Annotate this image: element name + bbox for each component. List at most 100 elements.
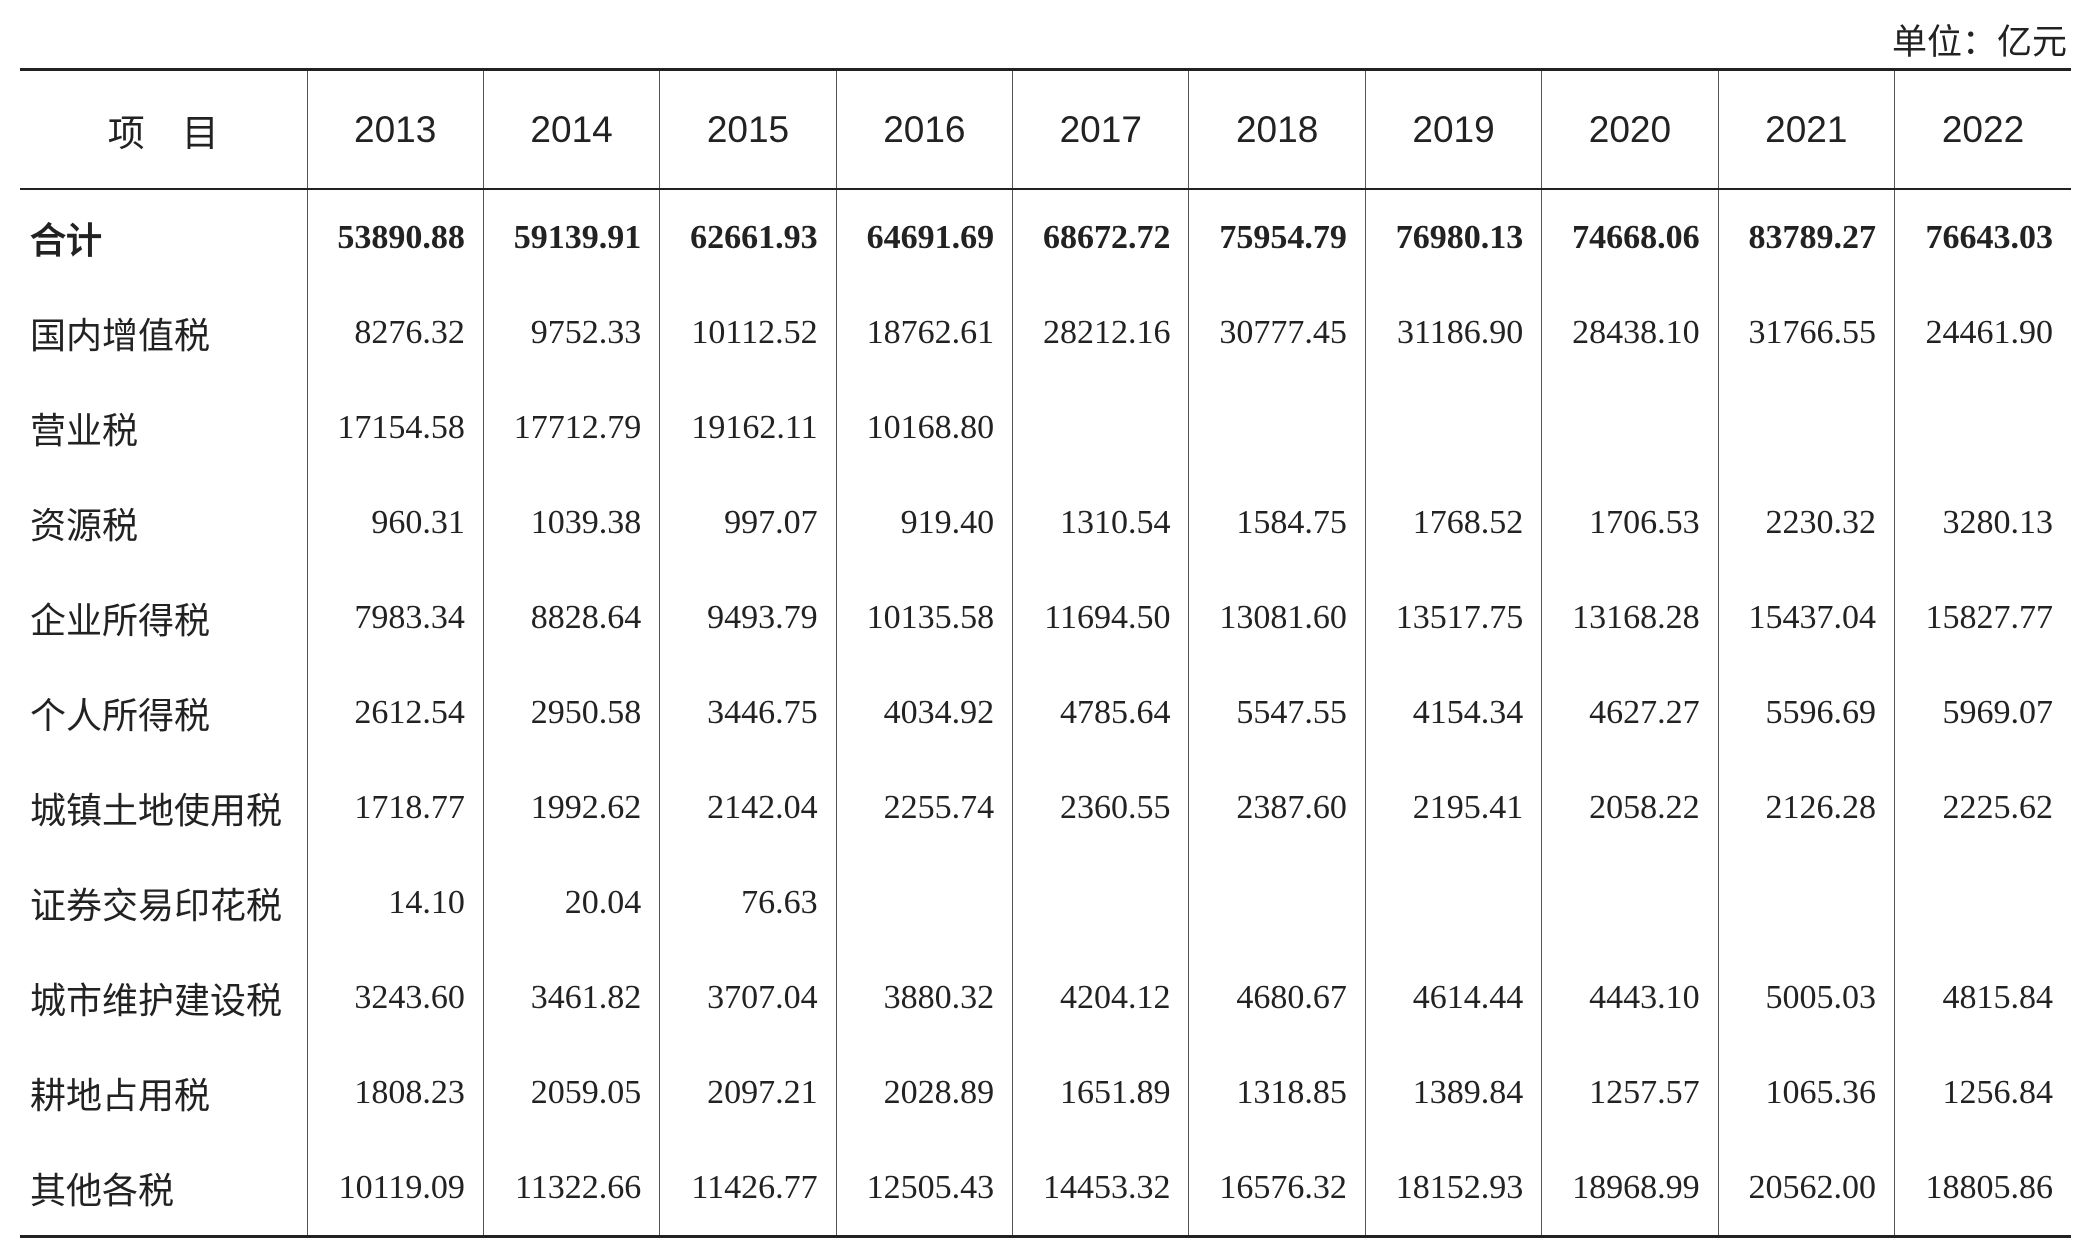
cell-value — [1894, 380, 2071, 475]
row-label: 其他各税 — [30, 1170, 175, 1211]
cell-value: 3461.82 — [482, 950, 660, 1045]
cell-value: 18805.86 — [1894, 1140, 2071, 1237]
cell-value: 2059.05 — [482, 1045, 660, 1140]
row-label: 城市维护建设税 — [30, 980, 283, 1021]
cell-value: 1256.84 — [1894, 1045, 2071, 1140]
cell-value: 4034.92 — [835, 665, 1013, 760]
cell-value: 13517.75 — [1364, 570, 1542, 665]
cell-value: 3707.04 — [659, 950, 837, 1045]
table-row: 营业税 17154.58 17712.79 19162.11 10168.80 — [20, 380, 2071, 475]
cell-value — [1364, 380, 1542, 475]
table-row: 耕地占用税 1808.23 2059.05 2097.21 2028.89 1651.89… — [20, 1045, 2071, 1140]
cell-value: 18762.61 — [835, 285, 1013, 380]
cell-value — [1188, 380, 1366, 475]
cell-value: 919.40 — [835, 475, 1013, 570]
tax-table: 项 目 2013 2014 2015 2016 2017 2018 2019 2020 2021 2… — [20, 68, 2071, 1238]
cell-value: 11426.77 — [659, 1140, 837, 1237]
cell-value: 4204.12 — [1012, 950, 1189, 1045]
row-label: 证券交易印花税 — [30, 885, 283, 926]
table-row: 资源税 960.31 1039.38 997.07 919.40 1310.54 1584.… — [20, 475, 2071, 570]
table-row: 城市维护建设税 3243.60 3461.82 3707.04 3880.32 4204.… — [20, 950, 2071, 1045]
row-label: 营业税 — [30, 410, 139, 451]
cell-value: 8276.32 — [306, 285, 484, 380]
cell-value — [1541, 855, 1719, 950]
cell-value: 2126.28 — [1717, 760, 1895, 855]
header-year: 2020 — [1541, 69, 1719, 190]
cell-value: 11322.66 — [482, 1140, 660, 1237]
cell-value: 74668.06 — [1541, 189, 1719, 285]
cell-value: 10112.52 — [659, 285, 837, 380]
cell-value: 1808.23 — [306, 1045, 484, 1140]
header-year: 2022 — [1894, 69, 2071, 190]
cell-value: 2097.21 — [659, 1045, 837, 1140]
cell-value: 1584.75 — [1188, 475, 1366, 570]
cell-value: 4785.64 — [1012, 665, 1189, 760]
cell-value: 4154.34 — [1364, 665, 1542, 760]
cell-value: 3243.60 — [306, 950, 484, 1045]
cell-value: 4815.84 — [1894, 950, 2071, 1045]
cell-value: 15437.04 — [1717, 570, 1895, 665]
cell-value: 20.04 — [482, 855, 660, 950]
cell-value: 2195.41 — [1364, 760, 1542, 855]
cell-value: 960.31 — [306, 475, 484, 570]
table-row: 国内增值税 8276.32 9752.33 10112.52 18762.61 28212… — [20, 285, 2071, 380]
cell-value: 1706.53 — [1541, 475, 1719, 570]
cell-value: 11694.50 — [1012, 570, 1189, 665]
cell-value: 1318.85 — [1188, 1045, 1366, 1140]
row-label: 个人所得税 — [30, 695, 211, 736]
cell-value: 28212.16 — [1012, 285, 1189, 380]
cell-value — [1012, 380, 1189, 475]
cell-value: 24461.90 — [1894, 285, 2071, 380]
header-year: 2019 — [1364, 69, 1542, 190]
cell-value: 31186.90 — [1364, 285, 1542, 380]
cell-value: 1065.36 — [1717, 1045, 1895, 1140]
cell-value: 1718.77 — [306, 760, 484, 855]
cell-value: 15827.77 — [1894, 570, 2071, 665]
cell-value: 19162.11 — [659, 380, 837, 475]
cell-value: 75954.79 — [1188, 189, 1366, 285]
table-row: 个人所得税 2612.54 2950.58 3446.75 4034.92 4785.64… — [20, 665, 2071, 760]
table-row: 合计 53890.88 59139.91 62661.93 64691.69 68672.… — [20, 189, 2071, 285]
header-row: 项 目 2013 2014 2015 2016 2017 2018 2019 2020 2021 2… — [20, 69, 2071, 190]
cell-value: 2612.54 — [306, 665, 484, 760]
row-label: 资源税 — [30, 505, 139, 546]
cell-value: 1257.57 — [1541, 1045, 1719, 1140]
row-label: 国内增值税 — [30, 315, 211, 356]
cell-value: 5596.69 — [1717, 665, 1895, 760]
cell-value: 76.63 — [659, 855, 837, 950]
cell-value: 2360.55 — [1012, 760, 1189, 855]
cell-value: 7983.34 — [306, 570, 484, 665]
cell-value: 1651.89 — [1012, 1045, 1189, 1140]
cell-value: 3446.75 — [659, 665, 837, 760]
cell-value: 5547.55 — [1188, 665, 1366, 760]
row-label: 企业所得税 — [30, 600, 211, 641]
cell-value: 12505.43 — [835, 1140, 1013, 1237]
row-label: 耕地占用税 — [30, 1075, 211, 1116]
cell-value: 2950.58 — [482, 665, 660, 760]
cell-value — [1717, 380, 1895, 475]
cell-value: 14.10 — [306, 855, 484, 950]
cell-value: 1310.54 — [1012, 475, 1189, 570]
table-row: 城镇土地使用税 1718.77 1992.62 2142.04 2255.74 2360.… — [20, 760, 2071, 855]
header-year: 2013 — [306, 69, 484, 190]
header-year: 2016 — [835, 69, 1013, 190]
cell-value: 5005.03 — [1717, 950, 1895, 1045]
cell-value: 4614.44 — [1364, 950, 1542, 1045]
header-item: 项 目 — [20, 69, 307, 190]
cell-value: 59139.91 — [482, 189, 660, 285]
cell-value — [1364, 855, 1542, 950]
row-label: 合计 — [30, 220, 103, 261]
cell-value: 10168.80 — [835, 380, 1013, 475]
cell-value: 1389.84 — [1364, 1045, 1542, 1140]
cell-value: 1768.52 — [1364, 475, 1542, 570]
cell-value: 16576.32 — [1188, 1140, 1366, 1237]
cell-value: 10119.09 — [306, 1140, 484, 1237]
header-year: 2018 — [1188, 69, 1366, 190]
cell-value: 2255.74 — [835, 760, 1013, 855]
table-row: 证券交易印花税 14.10 20.04 76.63 — [20, 855, 2071, 950]
cell-value: 3280.13 — [1894, 475, 2071, 570]
cell-value: 64691.69 — [835, 189, 1013, 285]
cell-value: 68672.72 — [1012, 189, 1189, 285]
header-year: 2021 — [1717, 69, 1895, 190]
